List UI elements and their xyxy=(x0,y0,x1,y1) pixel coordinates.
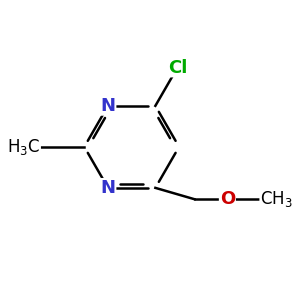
Text: N: N xyxy=(100,179,116,197)
Text: CH$_3$: CH$_3$ xyxy=(260,189,293,209)
Text: O: O xyxy=(220,190,235,208)
Text: Cl: Cl xyxy=(168,58,187,76)
Text: N: N xyxy=(100,97,116,115)
Text: H$_3$C: H$_3$C xyxy=(7,137,40,157)
